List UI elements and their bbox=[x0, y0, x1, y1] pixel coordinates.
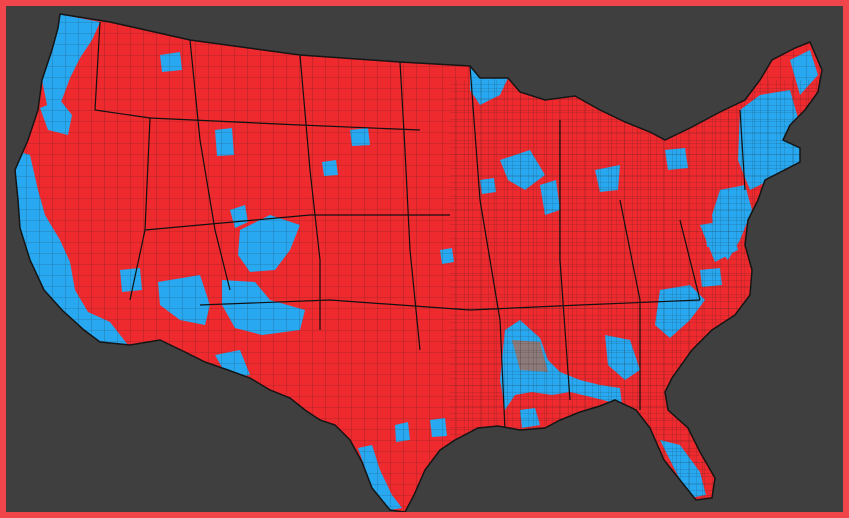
state-boundaries bbox=[94, 21, 746, 431]
county-grid-east bbox=[450, 80, 822, 512]
us-county-election-map bbox=[14, 13, 823, 512]
counties-layer bbox=[15, 14, 822, 512]
